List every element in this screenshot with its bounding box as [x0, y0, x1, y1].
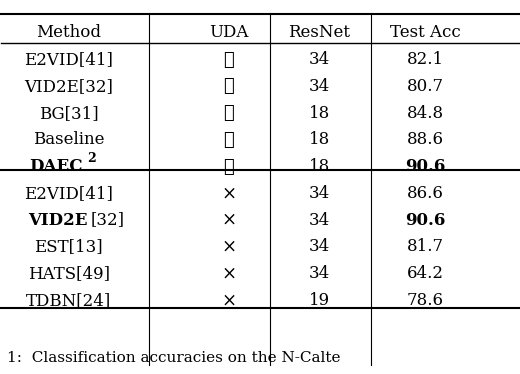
- Text: 80.7: 80.7: [407, 78, 444, 95]
- Text: VID2E: VID2E: [29, 212, 88, 229]
- Text: 64.2: 64.2: [407, 265, 444, 282]
- Text: TDBN[24]: TDBN[24]: [26, 292, 111, 309]
- Text: ✓: ✓: [224, 104, 235, 122]
- Text: DAEC: DAEC: [29, 158, 83, 175]
- Text: ×: ×: [222, 211, 237, 229]
- Text: BG[31]: BG[31]: [39, 105, 98, 122]
- Text: 34: 34: [309, 265, 330, 282]
- Text: 86.6: 86.6: [407, 185, 444, 202]
- Text: 34: 34: [309, 212, 330, 229]
- Text: ✓: ✓: [224, 50, 235, 69]
- Text: 19: 19: [309, 292, 330, 309]
- Text: Method: Method: [36, 24, 101, 42]
- Text: 34: 34: [309, 78, 330, 95]
- Text: 18: 18: [309, 105, 330, 122]
- Text: [32]: [32]: [90, 212, 124, 229]
- Text: 84.8: 84.8: [407, 105, 444, 122]
- Text: 88.6: 88.6: [407, 131, 444, 148]
- Text: ✓: ✓: [224, 157, 235, 175]
- Text: ×: ×: [222, 291, 237, 309]
- Text: 34: 34: [309, 238, 330, 255]
- Text: ×: ×: [222, 264, 237, 282]
- Text: 82.1: 82.1: [407, 51, 444, 68]
- Text: E2VID[41]: E2VID[41]: [24, 185, 113, 202]
- Text: 18: 18: [309, 158, 330, 175]
- Text: 78.6: 78.6: [407, 292, 444, 309]
- Text: 81.7: 81.7: [407, 238, 444, 255]
- Text: HATS[49]: HATS[49]: [28, 265, 110, 282]
- Text: VID2E[32]: VID2E[32]: [24, 78, 113, 95]
- Text: Baseline: Baseline: [33, 131, 105, 148]
- Text: ✓: ✓: [224, 131, 235, 149]
- Text: ×: ×: [222, 184, 237, 202]
- Text: 34: 34: [309, 185, 330, 202]
- Text: 90.6: 90.6: [405, 212, 446, 229]
- Text: ✓: ✓: [224, 77, 235, 95]
- Text: E2VID[41]: E2VID[41]: [24, 51, 113, 68]
- Text: 34: 34: [309, 51, 330, 68]
- Text: ×: ×: [222, 238, 237, 256]
- Text: 90.6: 90.6: [405, 158, 446, 175]
- Text: 1:  Classification accuracies on the N-Calte: 1: Classification accuracies on the N-Ca…: [7, 351, 340, 365]
- Text: 2: 2: [87, 152, 96, 165]
- Text: Test Acc: Test Acc: [390, 24, 461, 42]
- Text: EST[13]: EST[13]: [34, 238, 103, 255]
- Text: 18: 18: [309, 131, 330, 148]
- Text: UDA: UDA: [209, 24, 249, 42]
- Text: ResNet: ResNet: [289, 24, 350, 42]
